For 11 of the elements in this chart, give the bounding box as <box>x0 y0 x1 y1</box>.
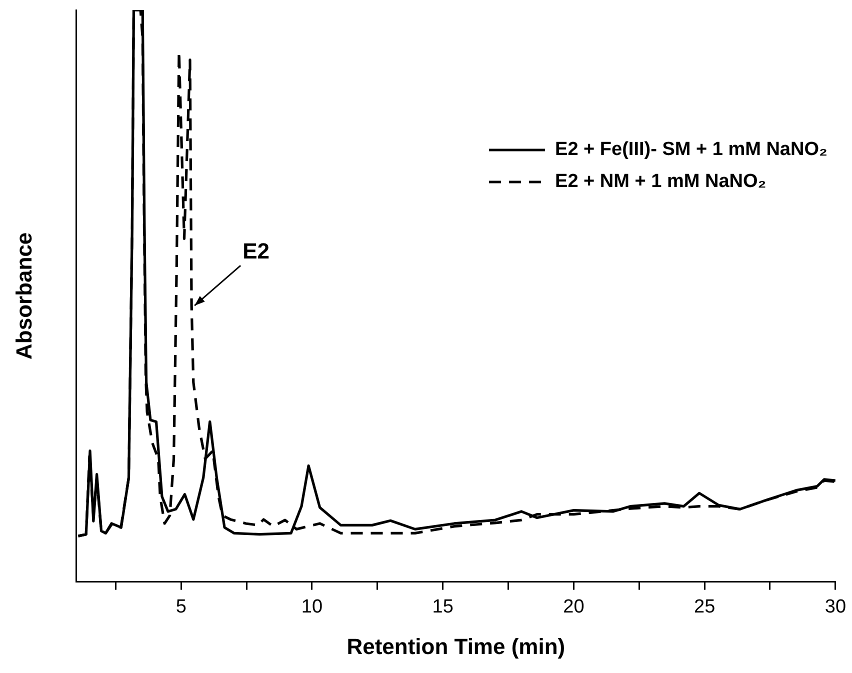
legend-label: E2 + Fe(III)- SM + 1 mM NaNO₂ <box>555 139 828 160</box>
x-tick-label: 10 <box>301 596 323 618</box>
x-tick-label: 15 <box>432 596 454 618</box>
y-axis-title: Absorbance <box>11 232 36 360</box>
x-axis-title: Retention Time (min) <box>346 634 566 659</box>
legend-label: E2 + NM + 1 mM NaNO₂ <box>555 171 766 192</box>
x-tick-label: 20 <box>563 596 584 618</box>
x-tick-label: 5 <box>176 596 186 618</box>
x-tick-label: 30 <box>824 596 846 618</box>
annotation: E2 <box>242 238 270 264</box>
x-tick-label: 25 <box>694 596 716 618</box>
